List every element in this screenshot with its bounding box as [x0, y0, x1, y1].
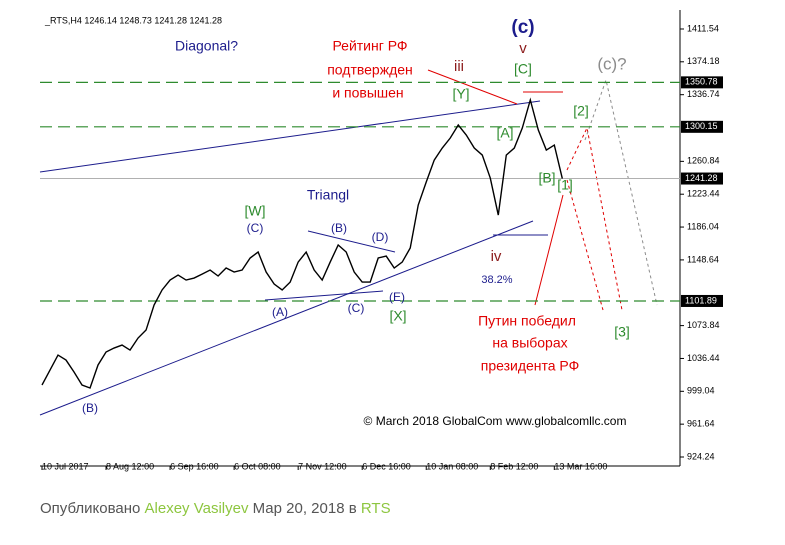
x-tick-label: 7 Nov 12:00 — [298, 461, 347, 471]
y-tick-label: 999.04 — [687, 386, 715, 396]
annotation: [X] — [389, 308, 406, 324]
annotation: (c) — [511, 17, 534, 38]
annotation: на выборах — [492, 335, 567, 351]
annotation: (C) — [247, 221, 264, 235]
annotation: [W] — [245, 203, 266, 219]
annotation: iv — [491, 248, 502, 265]
y-tick-label: 1336.74 — [687, 89, 720, 99]
x-tick-label: 6 Dec 16:00 — [362, 461, 411, 471]
annotation: (E) — [389, 290, 405, 304]
annotation: (C) — [348, 301, 365, 315]
annotation: [Y] — [452, 86, 469, 102]
annotation: Рейтинг РФ — [332, 38, 407, 54]
y-tick-label: 1186.04 — [687, 221, 719, 231]
y-tick-label: 1073.84 — [687, 320, 720, 330]
annotation: iii — [454, 58, 464, 75]
annotation: президента РФ — [481, 358, 580, 374]
annotation: и повышен — [332, 85, 403, 101]
tag-link[interactable]: RTS — [360, 500, 391, 517]
level-label: 1241.28 — [685, 173, 718, 183]
level-label: 1101.89 — [685, 295, 717, 305]
y-tick-label: 924.24 — [687, 451, 715, 461]
footer-date: Мар 20, 2018 в — [252, 500, 357, 517]
annotation: [1] — [557, 177, 573, 193]
y-tick-label: 1036.44 — [687, 353, 720, 363]
annotation: [3] — [614, 324, 630, 340]
x-tick-label: 10 Jul 2017 — [42, 461, 89, 471]
annotation: [B] — [538, 170, 555, 186]
level-label: 1300.15 — [685, 121, 718, 131]
y-tick-label: 1411.54 — [687, 23, 719, 33]
level-label-bg — [681, 172, 723, 185]
x-tick-label: 6 Oct 08:00 — [234, 461, 281, 471]
annotation: v — [519, 40, 527, 57]
price-line — [41, 97, 564, 389]
x-tick-label: 8 Aug 12:00 — [106, 461, 154, 471]
y-tick-label: 1374.18 — [687, 56, 720, 66]
level-label: 1350.78 — [685, 77, 718, 87]
level-label-bg — [681, 120, 723, 133]
annotation: (c)? — [597, 54, 626, 73]
annotation: (B) — [331, 221, 347, 235]
annotations: Diagonal? Рейтинг РФ подтвержден и повыш… — [82, 17, 630, 428]
annotation: 38.2% — [481, 274, 512, 286]
annotation: подтвержден — [327, 62, 413, 78]
annotation: Diagonal? — [175, 38, 238, 54]
level-label-bg — [681, 294, 723, 307]
x-tick-label: 10 Jan 08:00 — [426, 461, 478, 471]
footer-prefix: Опубликовано — [40, 500, 141, 517]
copyright: © March 2018 GlobalCom www.globalcomllc.… — [364, 414, 627, 428]
chart: _RTS,H4 1246.14 1248.73 1241.28 1241.28 … — [39, 10, 723, 471]
y-tick-label: 1223.44 — [687, 189, 720, 199]
trend-lines — [39, 69, 658, 416]
annotation: [2] — [573, 103, 589, 119]
x-tick-label: 13 Mar 16:00 — [554, 461, 607, 471]
y-tick-label: 1260.84 — [687, 156, 720, 166]
annotation: (D) — [372, 230, 389, 244]
annotation: (B) — [82, 401, 98, 415]
annotation: (A) — [272, 305, 288, 319]
chart-title: _RTS,H4 1246.14 1248.73 1241.28 1241.28 — [44, 15, 222, 25]
level-label-bg — [681, 76, 723, 89]
x-tick-label: 8 Feb 12:00 — [490, 461, 538, 471]
x-tick-label: 6 Sep 16:00 — [170, 461, 219, 471]
y-tick-label: 1148.64 — [687, 254, 719, 264]
footer: Опубликовано Alexey Vasilyev Мар 20, 201… — [40, 500, 391, 517]
author-link[interactable]: Alexey Vasilyev — [144, 500, 249, 517]
annotation: Путин победил — [478, 313, 576, 329]
annotation: [A] — [496, 125, 513, 141]
annotation: [C] — [514, 61, 532, 77]
y-tick-label: 961.64 — [687, 419, 715, 429]
annotation: Triangl — [307, 187, 349, 203]
